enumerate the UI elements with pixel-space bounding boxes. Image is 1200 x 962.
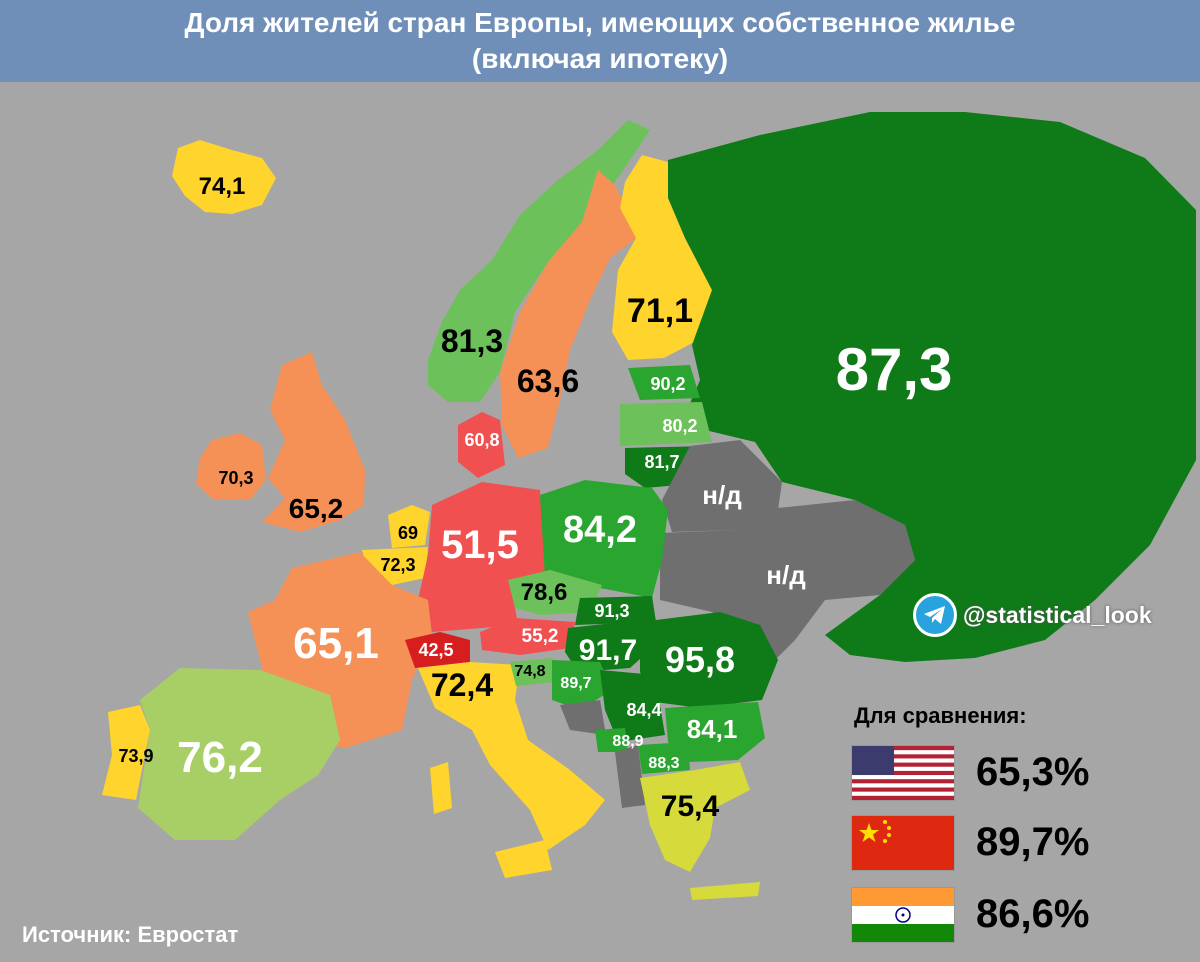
country-switzerland [405,632,470,668]
country-uk [262,352,365,532]
label-portugal: 73,9 [118,746,153,766]
country-labels: 74,1 81,3 63,6 71,1 87,3 90,2 80,2 81,7 … [118,173,952,823]
country-montenegro [595,728,628,752]
country-netherlands [388,505,430,548]
country-russia [668,112,1196,662]
country-italy [418,662,605,850]
country-hungary [565,620,652,672]
label-ukraine: н/д [766,560,806,590]
label-bulgaria: 84,1 [687,714,738,744]
label-north-macedonia: 88,3 [648,755,679,772]
country-iceland [172,140,276,214]
country-czechia [508,570,602,615]
title-banner: Доля жителей стран Европы, имеющих собст… [0,0,1200,82]
telegram-handle-text: @statistical_look [963,601,1152,628]
label-montenegro: 88,9 [612,733,643,750]
country-belarus [662,440,782,532]
label-france: 65,1 [293,619,379,668]
label-estonia: 90,2 [650,374,685,394]
title-line-2: (включая ипотеку) [471,43,729,74]
label-latvia: 80,2 [662,416,697,436]
usa-flag-icon [852,746,954,800]
comparison-india-value: 86,6% [976,892,1090,936]
title-line-1: Доля жителей стран Европы, имеющих собст… [184,7,1016,38]
label-uk: 65,2 [289,493,344,524]
country-slovakia [575,596,656,625]
comparison-usa-value: 65,3% [976,750,1090,794]
label-finland: 71,1 [627,292,693,330]
country-albania [615,745,645,808]
label-lithuania: 81,7 [644,452,679,472]
country-ireland [196,433,266,500]
label-norway: 81,3 [441,323,503,359]
china-flag-icon [852,816,954,870]
country-germany [418,482,545,632]
label-sweden: 63,6 [517,363,579,399]
country-bulgaria [665,702,765,762]
label-croatia: 89,7 [560,675,591,692]
label-hungary: 91,7 [579,634,637,667]
country-denmark [458,412,505,478]
label-austria: 55,2 [522,626,559,647]
country-sweden [500,170,640,458]
country-slovenia [510,658,555,686]
india-flag-icon [852,888,954,942]
country-finland [612,155,712,360]
label-italy: 72,4 [431,667,493,703]
country-austria [480,618,575,655]
label-netherlands: 69 [398,523,418,543]
country-portugal [102,705,150,800]
label-germany: 51,5 [441,523,519,567]
label-czechia: 78,6 [521,579,568,606]
label-switzerland: 42,5 [418,640,453,660]
country-bosnia [560,700,606,735]
label-russia: 87,3 [836,336,953,403]
comparison-china-value: 89,7% [976,820,1090,864]
country-estonia [628,365,700,400]
country-romania [640,612,778,708]
country-poland [540,480,668,598]
label-romania: 95,8 [665,639,735,680]
label-greece: 75,4 [661,790,720,823]
label-belgium: 72,3 [380,555,415,575]
label-spain: 76,2 [177,733,263,782]
label-ireland: 70,3 [218,468,253,488]
label-poland: 84,2 [563,509,637,551]
label-denmark: 60,8 [464,430,499,450]
comparison-title: Для сравнения: [854,703,1027,728]
country-croatia [552,660,612,710]
telegram-icon [913,593,957,637]
island-sardinia [430,762,452,814]
label-belarus: н/д [702,480,742,510]
source-caption: Источник: Евростат [22,922,239,947]
island-crete [690,882,760,900]
label-iceland: 74,1 [199,173,246,200]
country-greece [640,762,750,872]
island-sicily [495,840,552,878]
label-slovakia: 91,3 [594,601,629,621]
label-serbia: 84,4 [626,700,661,720]
telegram-handle[interactable]: @statistical_look [913,593,1152,637]
country-serbia [600,670,665,742]
country-latvia [620,402,712,446]
label-slovenia: 74,8 [514,663,545,680]
country-spain [138,668,340,840]
